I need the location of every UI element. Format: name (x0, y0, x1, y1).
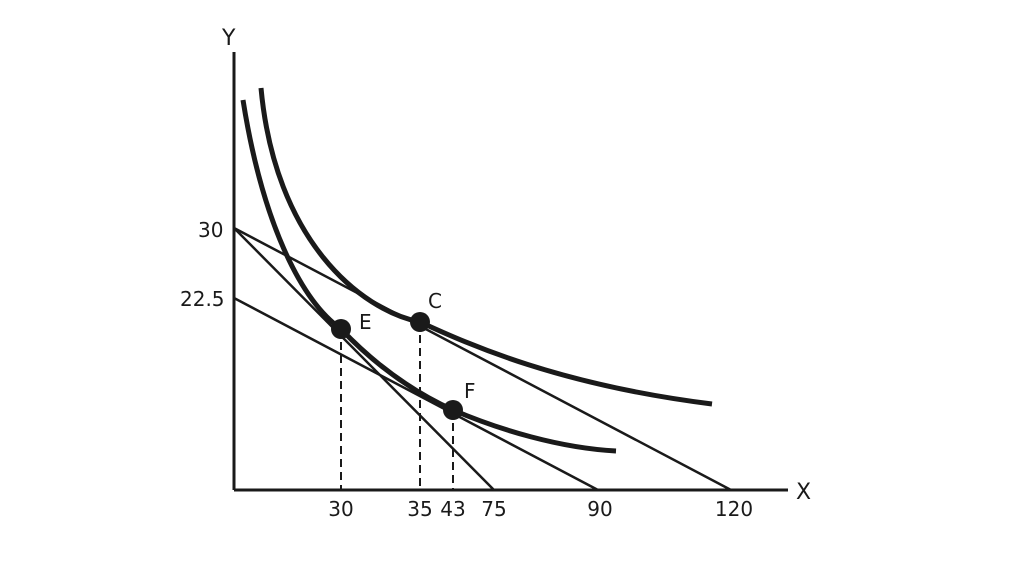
y-tick-22.5: 22.5 (180, 287, 225, 311)
point-label-E: E (359, 310, 372, 334)
indifference-curve-lower (240, 99, 617, 454)
point-label-F: F (464, 379, 476, 403)
x-tick-43: 43 (440, 497, 465, 521)
x-tick-75: 75 (481, 497, 506, 521)
x-tick-30: 30 (328, 497, 353, 521)
budget-line-22.5-90 (233, 296, 599, 492)
point-C (410, 312, 430, 332)
y-tick-30: 30 (198, 218, 223, 242)
x-tick-90: 90 (587, 497, 612, 521)
budget-line-30-75 (233, 227, 495, 491)
point-label-C: C (428, 289, 442, 313)
budget-line-30-120 (233, 226, 732, 492)
x-axis-title: X (796, 480, 811, 505)
x-tick-35: 35 (407, 497, 432, 521)
x-tick-120: 120 (715, 497, 753, 521)
y-axis-title: Y (221, 26, 236, 51)
indifference-curve-higher (258, 87, 713, 407)
point-F (443, 400, 463, 420)
point-E (331, 319, 351, 339)
